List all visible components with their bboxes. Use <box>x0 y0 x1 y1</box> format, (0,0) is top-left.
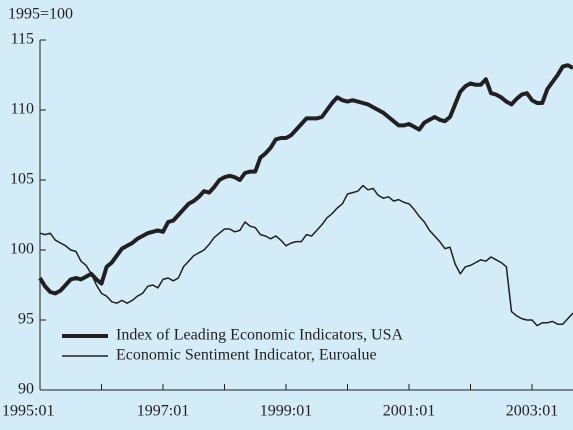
legend-label: Economic Sentiment Indicator, Euroalue <box>116 347 377 364</box>
x-tick-label: 1995:01 <box>2 403 54 420</box>
y-tick-label: 115 <box>11 31 34 48</box>
legend-label: Index of Leading Economic Indicators, US… <box>116 327 403 344</box>
x-tick-label: 2003:01 <box>506 403 558 420</box>
line-series <box>39 184 573 327</box>
line-series <box>38 63 573 296</box>
y-tick-label: 110 <box>11 101 34 118</box>
y-tick-label: 95 <box>18 311 34 328</box>
y-axis-title: 1995=100 <box>8 6 73 23</box>
y-tick-label: 90 <box>18 381 34 398</box>
y-tick-label: 100 <box>10 241 34 258</box>
x-tick-label: 1999:01 <box>260 403 312 420</box>
x-tick-label: 2001:01 <box>383 403 435 420</box>
x-tick-label: 1997:01 <box>137 403 189 420</box>
y-tick-label: 105 <box>10 171 34 188</box>
